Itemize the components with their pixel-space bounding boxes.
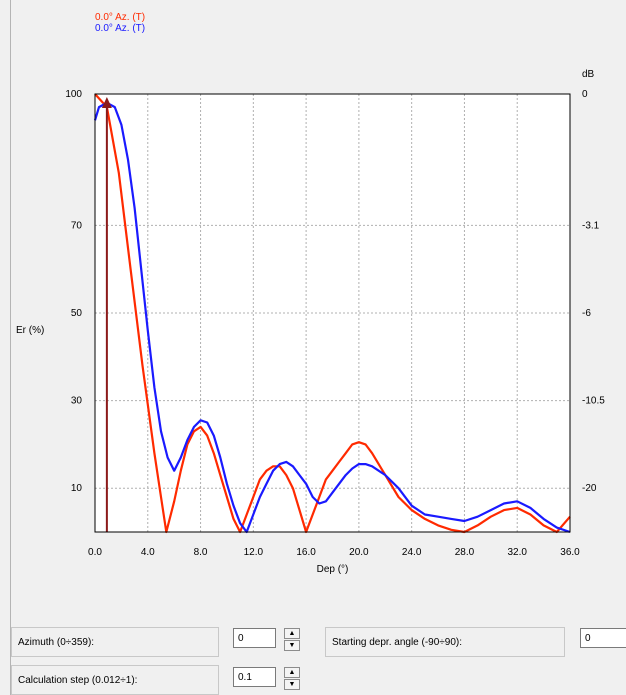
- azimuth-label: Azimuth (0÷359):: [11, 627, 219, 657]
- azimuth-spin-down-icon[interactable]: ▼: [284, 640, 300, 651]
- plot-border: [94, 93, 571, 533]
- x-tick-label: 12.0: [244, 547, 264, 558]
- chart-legend: 0.0° Az. (T) 0.0° Az. (T): [95, 12, 145, 34]
- series-line-1: [93, 101, 571, 534]
- calc-step-label: Calculation step (0.012÷1):: [11, 665, 219, 695]
- azimuth-spin-up-icon[interactable]: ▲: [284, 628, 300, 639]
- calc-step-spinner[interactable]: ▲ ▼: [284, 667, 300, 691]
- x-tick-label: 8.0: [194, 547, 208, 558]
- y-tick-label: 10: [71, 483, 83, 494]
- y2-tick-label: 0: [582, 89, 588, 100]
- beam-marker-arrow-icon: [101, 97, 112, 108]
- azimuth-spinner[interactable]: ▲ ▼: [284, 628, 300, 652]
- legend-entry-red: 0.0° Az. (T): [95, 12, 146, 23]
- y2-tick-label: -3.1: [582, 220, 600, 231]
- y-tick-label: 100: [65, 89, 82, 100]
- radiation-pattern-chart: 0.0 4.0 8.0 12.0 16.0 20.0 24.0 28.0 32.0 36.0 10 3…: [16, 69, 605, 575]
- x-tick-label: 32.0: [507, 547, 527, 558]
- start-depr-angle-input[interactable]: [580, 628, 626, 648]
- calc-step-spin-up-icon[interactable]: ▲: [284, 667, 300, 678]
- x-tick-label: 16.0: [296, 547, 316, 558]
- calc-step-spin-down-icon[interactable]: ▼: [284, 679, 300, 690]
- y-tick-label: 50: [71, 308, 83, 319]
- y2-tick-label: -10.5: [582, 396, 605, 407]
- calc-step-input[interactable]: [233, 667, 276, 687]
- legend-entry-blue: 0.0° Az. (T): [95, 23, 146, 34]
- x-axis-title: Dep (°): [317, 564, 349, 575]
- x-tick-label: 20.0: [349, 547, 369, 558]
- y2-tick-label: -6: [582, 308, 591, 319]
- y-tick-label: 30: [71, 396, 83, 407]
- x-tick-label: 36.0: [560, 547, 580, 558]
- y-axis-title: Er (%): [16, 325, 44, 336]
- azimuth-input[interactable]: [233, 628, 276, 648]
- y-tick-label: 70: [71, 220, 83, 231]
- series-line-0: [94, 93, 571, 534]
- x-tick-label: 0.0: [88, 547, 102, 558]
- start-depr-angle-label: Starting depr. angle (-90÷90):: [325, 627, 565, 657]
- y2-axis-title: dB: [582, 69, 595, 80]
- x-tick-label: 28.0: [455, 547, 475, 558]
- y2-tick-label: -20: [582, 483, 597, 494]
- x-tick-label: 24.0: [402, 547, 422, 558]
- x-tick-label: 4.0: [141, 547, 155, 558]
- left-panel-edge: [0, 0, 11, 695]
